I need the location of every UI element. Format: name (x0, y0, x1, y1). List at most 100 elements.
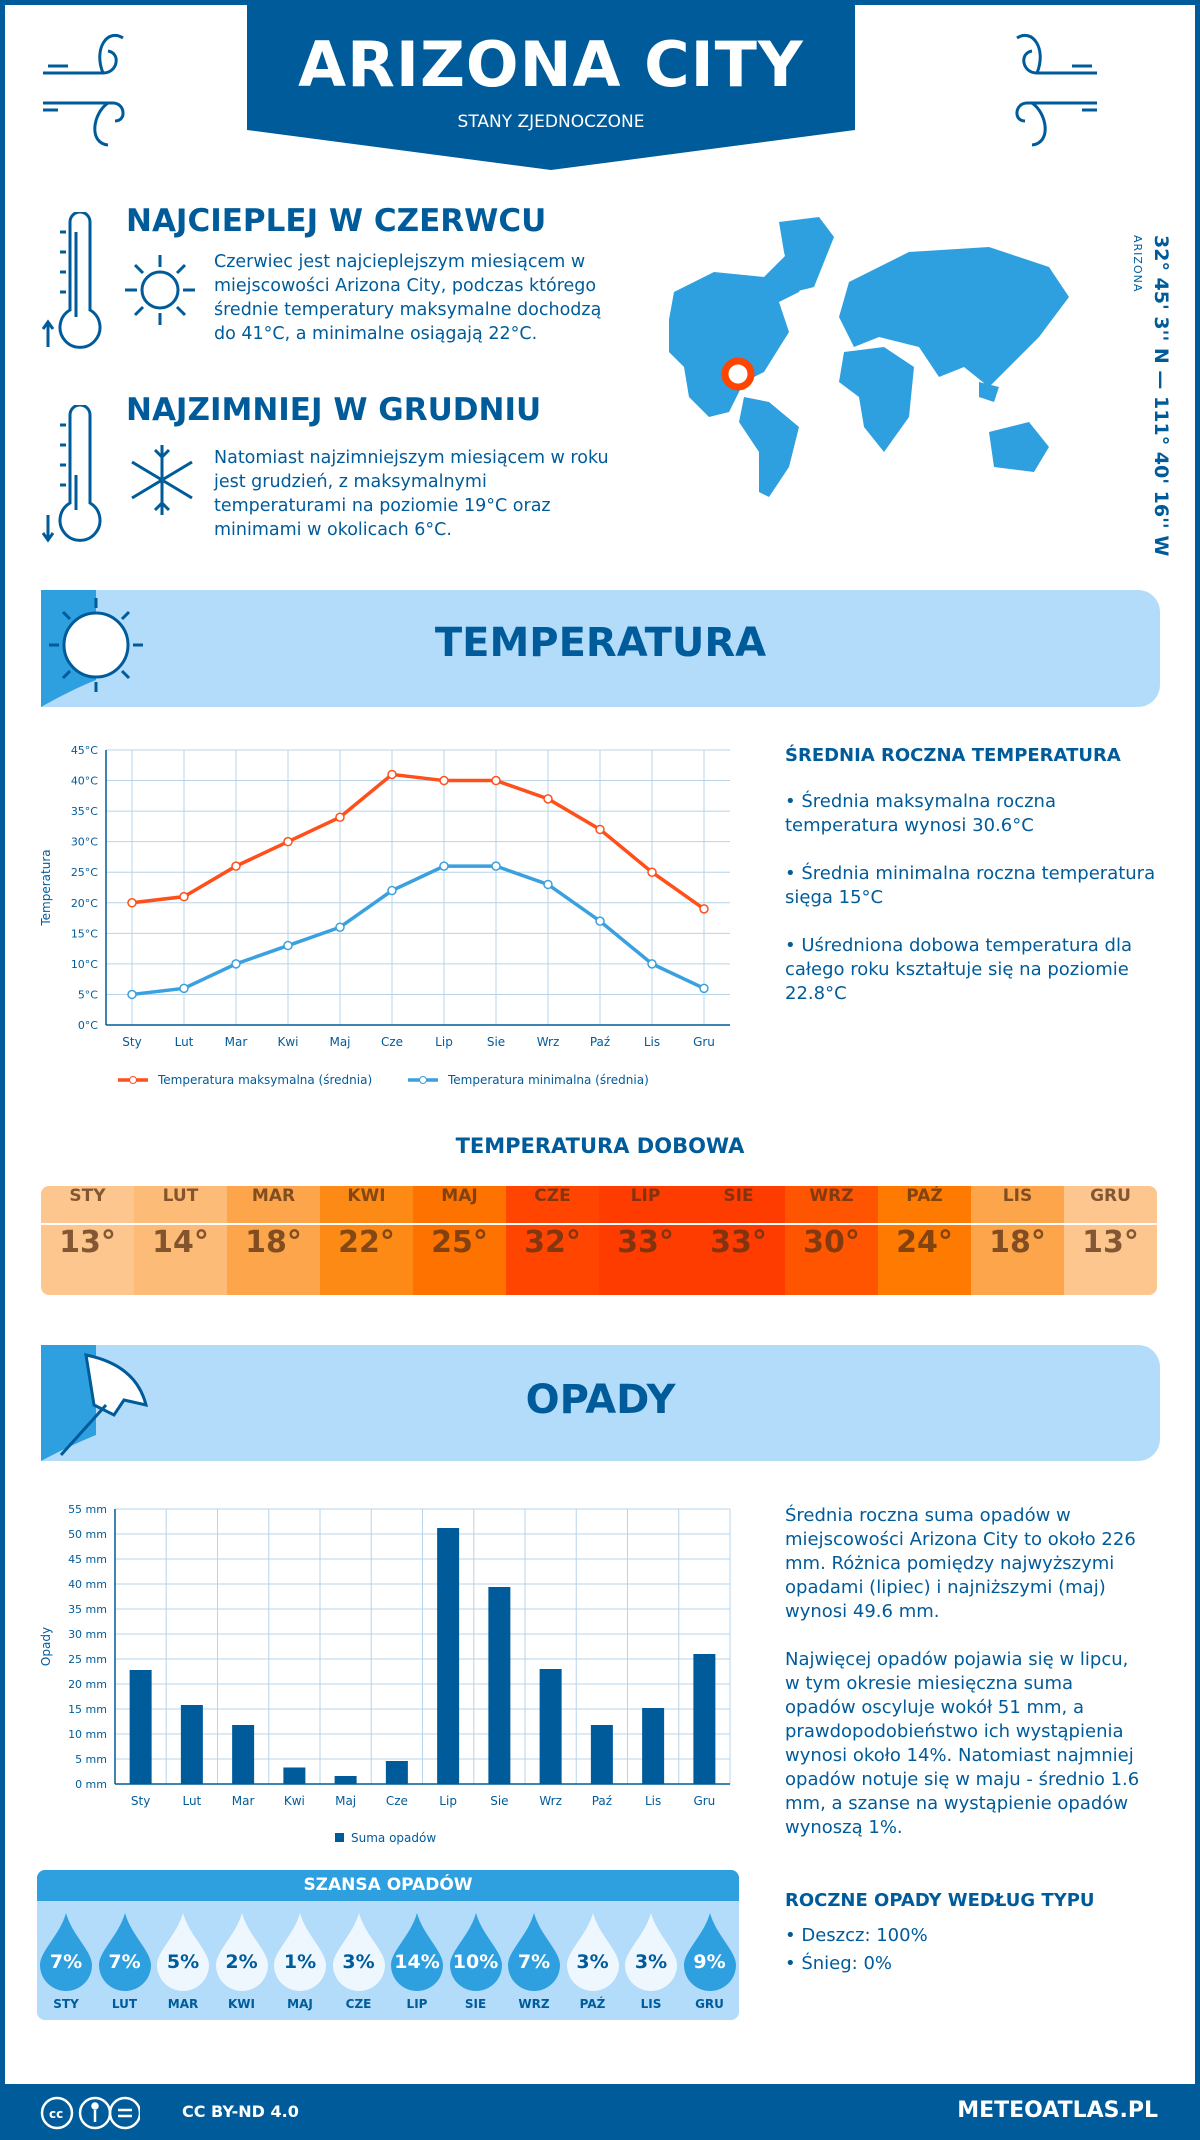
raindrop-icon (332, 1913, 385, 1991)
bar (693, 1654, 716, 1784)
title-banner (247, 0, 855, 170)
chance-value: 14% (394, 1951, 440, 1973)
month-label: SIE (464, 1997, 487, 2011)
month-label: KWI (320, 1186, 413, 1225)
month-label: STY (53, 1997, 79, 2011)
precip-chance-drop: 14% LIP (389, 1913, 445, 2011)
precip-summary: Średnia roczna suma opadów w miejscowośc… (785, 1505, 1136, 1622)
precip-chance-drop: 2% KWI (214, 1913, 270, 2011)
precip-chance-drop: 7% STY (38, 1913, 94, 2011)
precip-type-title: ROCZNE OPADY WEDŁUG TYPU (785, 1890, 1095, 1911)
y-tick-label: 10 mm (68, 1728, 107, 1741)
coldest-text: Natomiast najzimniejszym miesiącem w rok… (214, 448, 609, 540)
precip-chance-drop: 3% CZE (331, 1913, 387, 2011)
precip-chance-drop: 9% GRU (682, 1913, 738, 2011)
y-tick-label: 5°C (78, 988, 98, 1001)
y-tick-label: 50 mm (68, 1528, 107, 1541)
y-tick-label: 0°C (78, 1019, 98, 1032)
bar (180, 1705, 203, 1784)
legend-label: Temperatura minimalna (średnia) (447, 1073, 649, 1087)
svg-text:cc: cc (49, 2107, 63, 2121)
temperature-title: TEMPERATURA (434, 620, 767, 666)
footer: cc CC BY-ND 4.0 METEOATLAS.PL (0, 2084, 1200, 2140)
precip-detail: Najwięcej opadów pojawia się w lipcu, w … (785, 1649, 1140, 1838)
daily-temp-value: 30° (803, 1225, 860, 1260)
data-point (387, 769, 397, 780)
daily-temp-value: 13° (59, 1225, 116, 1260)
raindrop-icon (449, 1913, 502, 1991)
y-tick-label: 25 mm (68, 1653, 107, 1666)
temp-summary-title: ŚREDNIA ROCZNA TEMPERATURA (785, 745, 1121, 766)
daily-temp-cell: KWI 22° (320, 1186, 413, 1295)
legend-marker (419, 1076, 427, 1084)
x-tick-label: Gru (693, 1035, 715, 1049)
data-point (335, 812, 345, 822)
x-tick-label: Lut (182, 1794, 201, 1808)
x-tick-label: Maj (335, 1794, 356, 1808)
x-tick-label: Lip (435, 1035, 453, 1049)
chance-value: 7% (49, 1951, 83, 1973)
chance-value: 3% (342, 1951, 375, 1973)
thermometer-down-icon (41, 405, 102, 543)
x-tick-label: Mar (225, 1035, 248, 1049)
daily-temp-cell: PAŹ 24° (878, 1186, 971, 1295)
precip-chance-drop: 7% LUT (97, 1913, 153, 2011)
precip-chance-drop: 1% MAJ (272, 1913, 328, 2011)
chance-value: 7% (108, 1951, 141, 1973)
page-subtitle: STANY ZJEDNOCZONE (457, 112, 645, 132)
x-tick-label: Lis (645, 1794, 661, 1808)
daily-temp-cell: LIS 18° (971, 1186, 1064, 1295)
x-tick-label: Sty (122, 1035, 141, 1049)
precip-chance-title: SZANSA OPADÓW (37, 1870, 739, 1901)
data-point (491, 775, 501, 786)
precip-chance-drop: 5% MAR (155, 1913, 211, 2011)
precip-chance-drop: 3% LIS (623, 1913, 679, 2011)
y-tick-label: 20 mm (68, 1678, 107, 1691)
daily-temp-value: 22° (338, 1225, 395, 1260)
location-marker-icon (721, 357, 755, 391)
legend-label: Temperatura maksymalna (średnia) (157, 1073, 372, 1087)
month-label: GRU (695, 1997, 724, 2011)
month-label: WRZ (785, 1186, 878, 1225)
y-tick-label: 20°C (71, 897, 98, 910)
month-label: LUT (134, 1186, 227, 1225)
series-line (131, 864, 705, 997)
month-label: LIS (640, 1997, 662, 2011)
y-tick-label: 25°C (71, 866, 98, 879)
bar (539, 1669, 562, 1784)
bar (129, 1670, 152, 1784)
bar (385, 1761, 408, 1784)
precip-type-snow: • Śnieg: 0% (785, 1953, 893, 1974)
sun-icon (125, 255, 195, 325)
coldest-title: NAJZIMNIEJ W GRUDNIU (126, 392, 542, 428)
thermometer-up-icon (41, 212, 102, 349)
data-point (699, 904, 709, 914)
month-label: MAJ (413, 1186, 506, 1225)
data-point (283, 836, 293, 847)
bar (437, 1528, 460, 1784)
bar (283, 1767, 306, 1784)
license-text[interactable]: CC BY-ND 4.0 (182, 2102, 299, 2121)
data-point (491, 861, 501, 871)
daily-temp-cell: CZE 32° (506, 1186, 599, 1295)
bar (590, 1725, 613, 1784)
data-point (439, 861, 449, 871)
precip-chance-drop: 10% SIE (448, 1913, 504, 2011)
y-tick-label: 40°C (71, 775, 98, 788)
y-tick-label: 40 mm (68, 1578, 107, 1591)
y-axis-label: Opady (39, 1627, 53, 1666)
month-label: MAR (227, 1186, 320, 1225)
daily-temp-value: 33° (617, 1225, 674, 1260)
raindrop-icon (215, 1913, 268, 1991)
temperature-section-header: TEMPERATURA (41, 590, 1160, 707)
month-label: GRU (1064, 1186, 1157, 1225)
x-tick-label: Paź (590, 1035, 610, 1049)
x-tick-label: Lut (175, 1035, 194, 1049)
brand-link[interactable]: METEOATLAS.PL (957, 2098, 1158, 2123)
chance-value: 5% (166, 1951, 200, 1973)
daily-temp-cell: MAJ 25° (413, 1186, 506, 1295)
daily-temp-cell: LUT 14° (134, 1186, 227, 1295)
chance-value: 1% (283, 1951, 317, 1973)
data-point (595, 824, 605, 835)
legend-label: Suma opadów (351, 1831, 436, 1845)
